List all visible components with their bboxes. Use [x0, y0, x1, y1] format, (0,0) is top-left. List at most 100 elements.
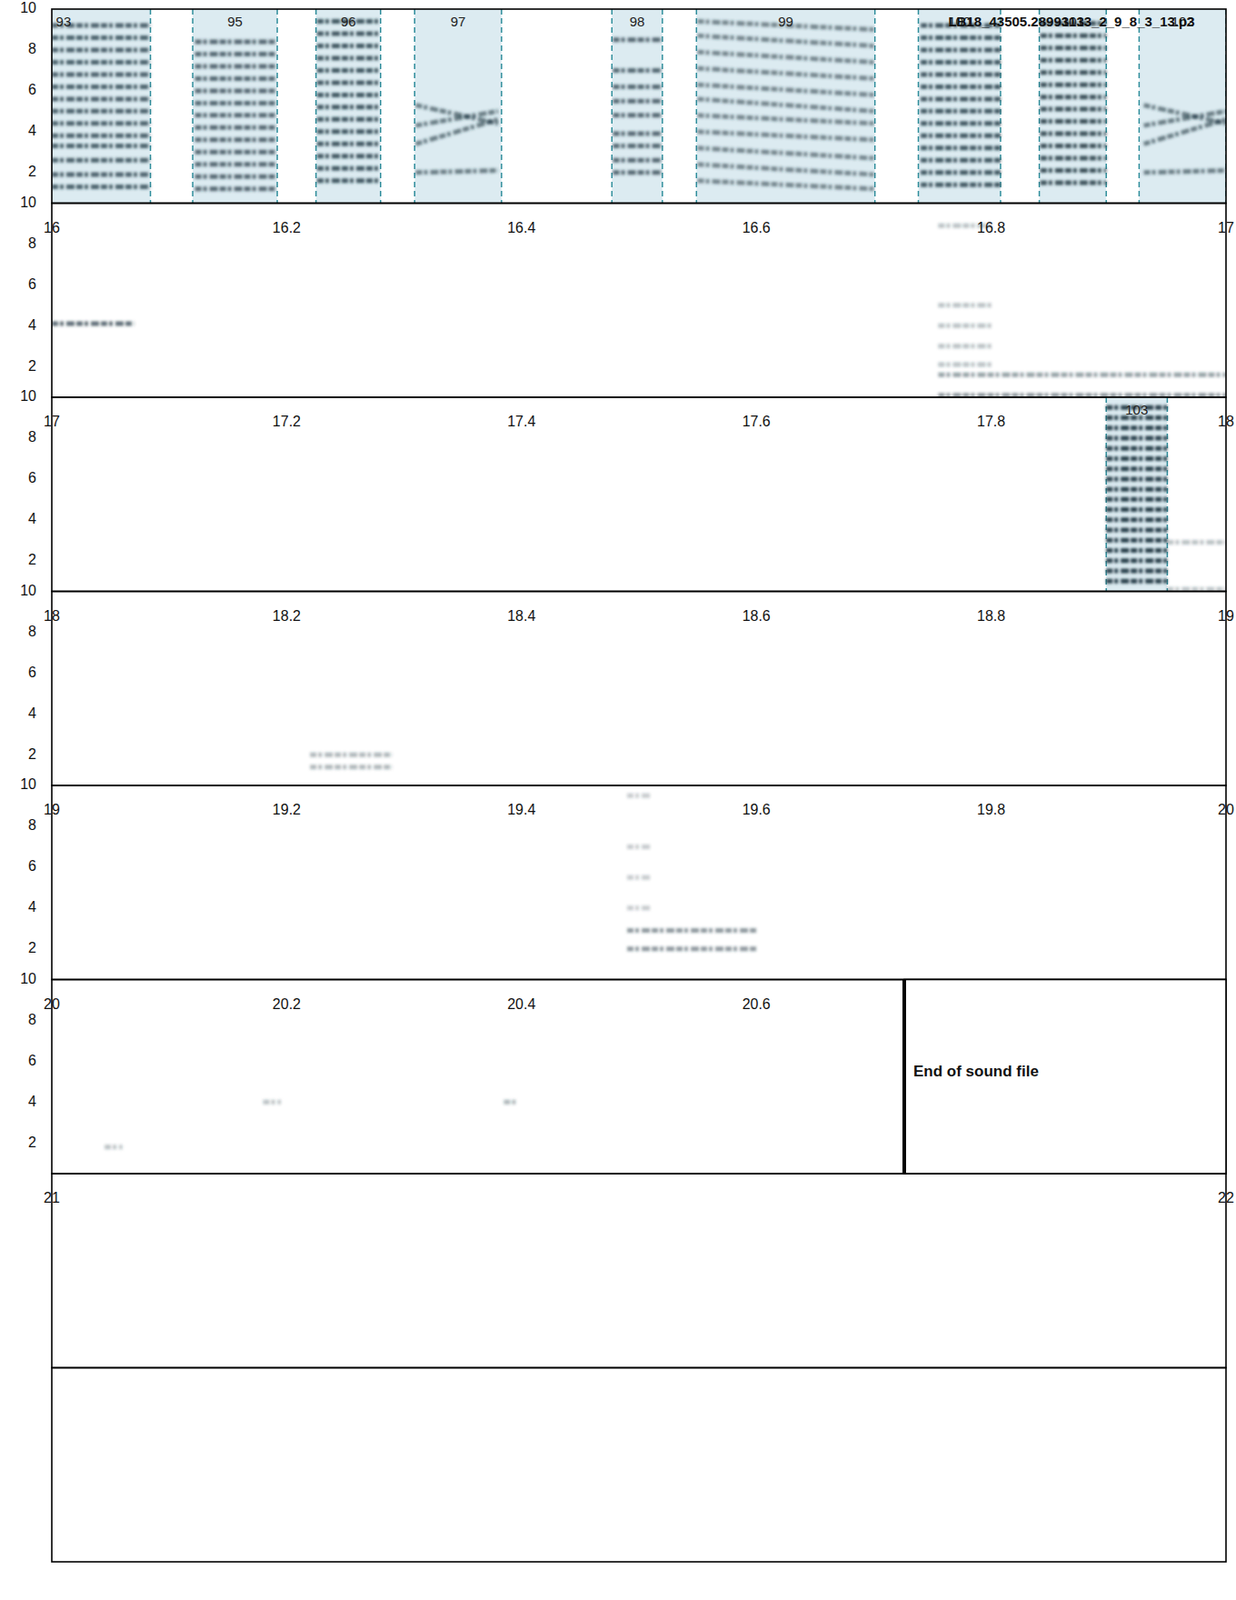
energy-band — [317, 153, 381, 159]
energy-band — [195, 51, 276, 57]
energy-band — [1040, 33, 1107, 39]
energy-band — [697, 131, 875, 140]
background — [0, 0, 1236, 1600]
energy-band — [920, 59, 1001, 65]
energy-band — [51, 35, 151, 40]
selection-edge — [1105, 9, 1107, 204]
x-tick-label: 16.6 — [742, 219, 771, 236]
selection-edge — [500, 9, 503, 204]
energy-band — [697, 99, 875, 111]
energy-band — [920, 169, 1001, 175]
y-tick-label: 4 — [28, 122, 37, 139]
y-tick-label: 8 — [28, 428, 37, 445]
panel: 2468101919.219.419.619.820 — [19, 776, 1235, 979]
page: 939596979899100101102246810LB18_43505.28… — [0, 0, 1236, 1600]
x-tick-label: 16.8 — [976, 219, 1006, 236]
spectrogram-energy — [627, 795, 757, 949]
spectrogram-energy — [309, 754, 392, 767]
energy-band — [416, 110, 499, 126]
selection — [1039, 9, 1107, 204]
selection-edge — [413, 9, 416, 204]
selection-label: 99 — [777, 13, 794, 30]
energy-band — [51, 96, 151, 101]
x-tick-label: 19 — [43, 801, 60, 818]
x-tick-label: 20.2 — [272, 996, 301, 1012]
x-tick-label: 16 — [43, 219, 60, 236]
x-tick-label: 17.6 — [742, 413, 771, 429]
energy-band — [920, 71, 1001, 77]
energy-band — [51, 109, 151, 114]
selection — [696, 9, 875, 204]
selection — [1138, 9, 1227, 204]
energy-band — [1040, 45, 1107, 50]
y-tick-label: 4 — [28, 510, 37, 527]
energy-band — [317, 92, 381, 98]
panel-frame — [51, 1367, 1227, 1563]
y-tick-label: 2 — [28, 1134, 37, 1150]
energy-band — [937, 372, 1227, 378]
spectrogram-energy — [51, 20, 1227, 189]
panel: 2468101818.218.418.618.819 — [19, 582, 1235, 786]
selection-label: 103 — [1125, 401, 1148, 418]
energy-band — [697, 115, 875, 124]
panel — [51, 1367, 1227, 1563]
energy-band — [51, 158, 151, 163]
labels: 246810 — [19, 582, 37, 762]
selection-edge — [874, 9, 877, 204]
energy-band — [697, 148, 875, 159]
plot-area — [51, 225, 1227, 396]
energy-band — [920, 96, 1001, 101]
y-tick-label: 4 — [28, 705, 37, 721]
selection — [1106, 397, 1167, 592]
end-of-file-box — [904, 979, 1227, 1175]
y-tick-label: 10 — [19, 970, 37, 987]
energy-band — [920, 109, 1001, 114]
y-tick-label: 8 — [28, 817, 37, 833]
x-tick-label: 19.2 — [272, 801, 301, 818]
panel-frame — [51, 591, 1227, 787]
x-tick-label: 20 — [43, 996, 60, 1012]
x-tick-label: 22 — [1217, 1189, 1235, 1206]
chart: 939596979899100101102246810LB18_43505.28… — [0, 0, 1236, 1600]
energy-band — [1106, 435, 1167, 440]
energy-band — [1106, 548, 1167, 553]
energy-band — [1106, 425, 1167, 430]
energy-band — [104, 1144, 122, 1149]
panel-frame — [51, 979, 1227, 1175]
y-tick-label: 10 — [19, 194, 37, 210]
energy-band — [1040, 119, 1107, 124]
energy-band — [937, 302, 991, 308]
end-of-file-label: End of sound file — [913, 1062, 1039, 1080]
energy-band — [51, 71, 151, 77]
x-tick-label: 20.4 — [507, 996, 536, 1012]
energy-band — [1040, 94, 1107, 100]
y-tick-label: 6 — [28, 664, 37, 680]
y-tick-label: 8 — [28, 623, 37, 639]
selection-edge — [917, 9, 920, 204]
plot-area — [51, 9, 1227, 204]
energy-band — [627, 844, 651, 849]
energy-band — [503, 1099, 516, 1105]
energy-band — [1106, 517, 1167, 522]
energy-band — [195, 161, 276, 167]
energy-band — [937, 343, 991, 349]
selection-edge — [1138, 9, 1141, 204]
selection-label: 96 — [340, 13, 357, 30]
energy-band — [627, 927, 757, 933]
energy-band — [51, 184, 151, 190]
selection — [917, 9, 1000, 204]
energy-band — [51, 84, 151, 90]
panel: 2122 — [43, 1173, 1235, 1368]
energy-band — [1040, 156, 1107, 161]
energy-band — [1106, 446, 1167, 451]
labels: 246810 — [19, 970, 37, 1150]
energy-band — [51, 120, 151, 126]
energy-band — [195, 125, 276, 130]
energy-band — [613, 68, 663, 73]
energy-band — [613, 37, 663, 42]
energy-band — [1106, 528, 1167, 533]
energy-band — [697, 180, 875, 190]
panel-frame — [51, 1173, 1227, 1368]
energy-band — [613, 143, 663, 149]
y-tick-label: 4 — [28, 1093, 37, 1109]
